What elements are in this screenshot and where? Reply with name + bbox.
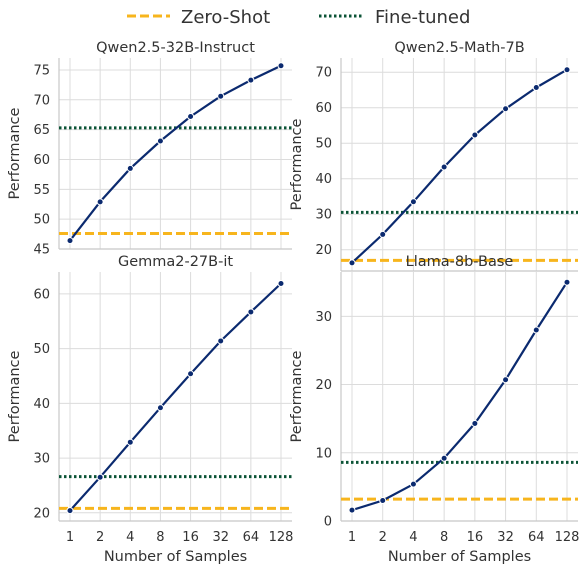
data-point bbox=[187, 370, 195, 378]
legend: Zero-Shot Fine-tuned bbox=[127, 7, 470, 28]
y-tick-label: 70 bbox=[33, 93, 50, 108]
data-point bbox=[277, 62, 285, 70]
y-tick-label: 70 bbox=[315, 66, 332, 81]
x-tick-label: 16 bbox=[182, 530, 199, 545]
y-tick-label: 75 bbox=[33, 63, 50, 78]
data-point bbox=[409, 480, 417, 488]
x-tick-label: 2 bbox=[96, 530, 104, 545]
x-tick-label: 2 bbox=[379, 530, 387, 545]
series-line bbox=[69, 282, 282, 512]
data-point bbox=[532, 83, 540, 91]
data-point bbox=[563, 66, 571, 74]
data-point bbox=[66, 237, 74, 245]
x-tick-label: 32 bbox=[497, 530, 514, 545]
data-point bbox=[532, 326, 540, 334]
y-tick-label: 20 bbox=[315, 378, 332, 393]
legend-zero-shot-label: Zero-Shot bbox=[181, 7, 270, 28]
panel-title: Qwen2.5-Math-7B bbox=[394, 40, 524, 56]
y-tick-label: 45 bbox=[33, 243, 50, 258]
x-tick-label: 16 bbox=[467, 530, 484, 545]
y-axis-label: Performance bbox=[7, 107, 23, 199]
y-axis-label: Performance bbox=[7, 350, 23, 442]
data-point bbox=[471, 131, 479, 139]
panel-llama-8b-base: 0 10 20 30 1 2 4 8 16 32 64 128 Llama-8b-Base Perform… bbox=[289, 254, 579, 565]
data-point bbox=[440, 163, 448, 171]
data-point bbox=[247, 308, 255, 316]
data-point bbox=[348, 259, 356, 267]
y-tick-label: 55 bbox=[33, 183, 50, 198]
panel-title: Gemma2-27B-it bbox=[118, 254, 233, 270]
y-tick-label: 60 bbox=[315, 101, 332, 116]
data-point bbox=[277, 279, 285, 287]
y-tick-label: 30 bbox=[33, 452, 50, 467]
y-tick-label: 30 bbox=[315, 310, 332, 325]
x-tick-label: 8 bbox=[156, 530, 164, 545]
y-tick-label: 20 bbox=[315, 243, 332, 258]
series-line bbox=[351, 68, 568, 264]
y-tick-label: 40 bbox=[315, 172, 332, 187]
data-point bbox=[563, 278, 571, 286]
panel-title: Llama-8b-Base bbox=[406, 254, 514, 270]
x-tick-label: 64 bbox=[243, 530, 260, 545]
data-point bbox=[96, 473, 104, 481]
data-point bbox=[379, 497, 387, 505]
panel-title: Qwen2.5-32B-Instruct bbox=[96, 40, 255, 56]
y-axis-label: Performance bbox=[289, 118, 305, 210]
x-tick-label: 1 bbox=[348, 530, 356, 545]
data-point bbox=[156, 404, 164, 412]
series-line bbox=[69, 64, 282, 242]
data-point bbox=[126, 438, 134, 446]
y-tick-label: 20 bbox=[33, 506, 50, 521]
y-tick-label: 65 bbox=[33, 123, 50, 138]
data-point bbox=[126, 164, 134, 172]
y-tick-label: 40 bbox=[33, 397, 50, 412]
data-point bbox=[217, 92, 225, 100]
y-axis-label: Performance bbox=[289, 350, 305, 442]
panel-qwen2-5-32b-instruct: 45 50 55 60 65 70 75 Qwen2.5-32B-Instruct Perfor… bbox=[7, 40, 292, 258]
series-line bbox=[351, 281, 568, 512]
x-tick-label: 128 bbox=[269, 530, 294, 545]
data-point bbox=[187, 112, 195, 120]
data-point bbox=[502, 105, 510, 113]
y-tick-label: 60 bbox=[33, 153, 50, 168]
x-tick-label: 64 bbox=[528, 530, 545, 545]
panel-gemma2-27b-it: 20 30 40 50 60 1 2 4 8 16 32 64 128 Gemma2-27B-it Perf… bbox=[7, 254, 293, 565]
x-tick-label: 8 bbox=[440, 530, 448, 545]
x-tick-label: 1 bbox=[66, 530, 74, 545]
data-point bbox=[440, 454, 448, 462]
x-tick-label: 128 bbox=[555, 530, 580, 545]
y-tick-label: 50 bbox=[33, 213, 50, 228]
data-point bbox=[96, 198, 104, 206]
y-tick-label: 50 bbox=[315, 137, 332, 152]
data-point bbox=[409, 198, 417, 206]
data-point bbox=[66, 507, 74, 515]
y-tick-label: 0 bbox=[324, 515, 332, 530]
y-tick-label: 50 bbox=[33, 342, 50, 357]
data-point bbox=[502, 376, 510, 384]
data-point bbox=[471, 419, 479, 427]
x-tick-label: 4 bbox=[126, 530, 134, 545]
x-axis-label: Number of Samples bbox=[388, 549, 531, 565]
x-tick-label: 4 bbox=[409, 530, 417, 545]
data-point bbox=[217, 337, 225, 345]
legend-fine-tuned-label: Fine-tuned bbox=[375, 7, 470, 28]
panel-qwen2-5-math-7b: 20 30 40 50 60 70 Qwen2.5-Math-7B Performance bbox=[289, 40, 578, 272]
y-tick-label: 60 bbox=[33, 287, 50, 302]
data-point bbox=[156, 137, 164, 145]
x-tick-label: 32 bbox=[212, 530, 229, 545]
x-axis-label: Number of Samples bbox=[104, 549, 247, 565]
data-point bbox=[247, 76, 255, 84]
y-tick-label: 30 bbox=[315, 208, 332, 223]
data-point bbox=[348, 506, 356, 514]
data-point bbox=[379, 230, 387, 238]
y-tick-label: 10 bbox=[315, 446, 332, 461]
